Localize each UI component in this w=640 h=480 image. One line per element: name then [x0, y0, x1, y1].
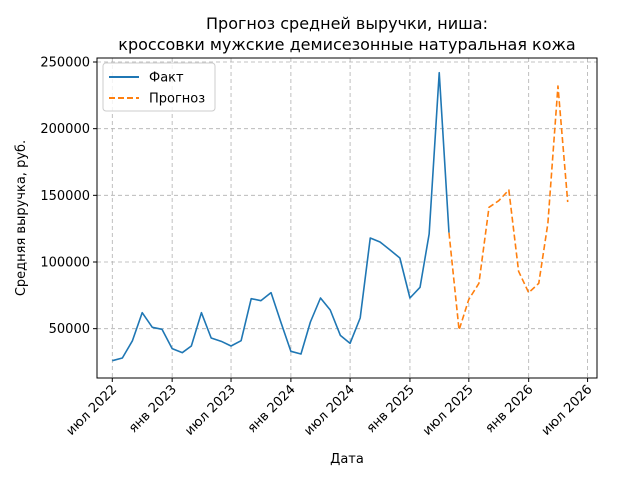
legend: Факт Прогноз: [102, 62, 216, 112]
y-tick-label: 50000: [49, 322, 90, 337]
y-axis: 50000 100000 150000 200000 250000: [40, 56, 97, 337]
series-line-fact: [112, 71, 450, 362]
x-tick-label: июл 2025: [420, 382, 477, 439]
x-tick-label: июл 2023: [182, 382, 239, 439]
y-tick-label: 200000: [40, 122, 90, 137]
y-axis-label: Средняя выручка, руб.: [14, 140, 29, 296]
x-tick-label: июл 2022: [64, 382, 121, 439]
legend-label-fact: Факт: [149, 71, 184, 86]
legend-label-forecast: Прогноз: [149, 92, 205, 107]
chart-title-line1: Прогноз средней выручки, ниша:: [206, 14, 488, 33]
x-tick-label: июл 2024: [301, 382, 358, 439]
series-line-forecast: [448, 85, 569, 331]
x-axis: июл 2022 янв 2023 июл 2023 янв 2024 июл 2024…: [64, 378, 596, 439]
x-axis-label: Дата: [330, 452, 364, 467]
y-tick-label: 100000: [40, 256, 90, 271]
x-tick-label: июл 2026: [539, 382, 596, 439]
grid: [97, 58, 597, 378]
x-tick-label: янв 2025: [364, 382, 418, 436]
x-tick-label: янв 2026: [483, 382, 537, 436]
series-layer: [112, 71, 569, 362]
y-tick-label: 250000: [40, 56, 90, 71]
x-tick-label: янв 2023: [126, 382, 180, 436]
chart-title-line2: кроссовки мужские демисезонные натуральн…: [118, 35, 575, 54]
x-tick-label: янв 2024: [245, 382, 299, 436]
plot-frame: [96, 57, 598, 379]
y-tick-label: 150000: [40, 189, 90, 204]
